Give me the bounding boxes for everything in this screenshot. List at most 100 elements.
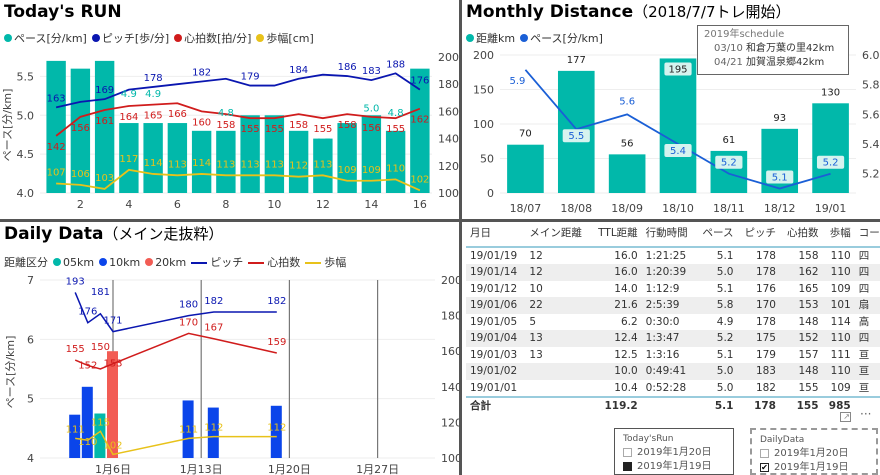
table-row[interactable]: 19/01/03 13 12.5 1:3:16 5.1 179 157 111 亘 xyxy=(466,347,880,364)
pace-bar xyxy=(119,123,139,193)
table-cell: 10 xyxy=(529,282,543,295)
table-row[interactable]: 19/01/12 10 14.0 1:12:9 5.1 176 165 109 四 xyxy=(466,281,880,298)
stride-data-label: 111 xyxy=(179,424,198,435)
pace-bar xyxy=(410,68,430,193)
table-cell: 12.5 xyxy=(614,348,638,361)
y-tick-label: 0 xyxy=(487,187,494,200)
pace-data-label: 4.9 xyxy=(145,89,161,100)
x-tick-label: 1月27日 xyxy=(356,463,399,475)
monthly-distance-chart: 0 50 100 150 200 5.2 5.4 5.6 5.8 6.0 70 177 56 195 61 9… xyxy=(473,49,880,215)
heart-data-label: 158 xyxy=(338,120,357,131)
stride-data-label: 102 xyxy=(410,174,429,185)
heart-line xyxy=(55,102,421,137)
heart-data-label: 167 xyxy=(204,323,223,334)
y2-tick-label: 5.6 xyxy=(862,108,880,121)
legend-pitch[interactable]: ピッチ xyxy=(191,254,243,270)
table-cell: 22 xyxy=(525,297,591,314)
table-row[interactable]: 19/01/05 5 6.2 0:30:0 4.9 178 148 114 高 xyxy=(466,314,880,331)
checkbox[interactable]: ✔ xyxy=(760,463,769,472)
table-cell: 5.2 xyxy=(695,330,738,347)
distance-data-label: 61 xyxy=(722,135,735,146)
heart-data-label: 162 xyxy=(410,115,429,126)
total-row[interactable]: 合計 119.2 5.1 178 155 985 xyxy=(466,395,880,415)
table-cell: 19/01/14 xyxy=(466,264,526,281)
y2-tick-label: 140 xyxy=(438,133,459,146)
table-row[interactable]: 19/01/19 12 16.0 1:21:25 5.1 178 158 110 四 xyxy=(466,247,880,264)
stride-data-label: 113 xyxy=(313,159,332,170)
pitch-data-label: 183 xyxy=(362,66,381,77)
legend-pace[interactable]: ペース[分/km] xyxy=(4,30,87,46)
column-header[interactable]: ペース xyxy=(695,224,738,248)
table-cell: 175 xyxy=(737,330,780,347)
pace-data-label: 4.7 xyxy=(315,138,331,149)
slicer-item[interactable]: 2019年1月19日 xyxy=(623,460,725,473)
legend-05km[interactable]: 05km xyxy=(53,256,94,269)
legend-stride[interactable]: 歩幅[cm] xyxy=(256,30,314,46)
x-tick-label: 12 xyxy=(316,198,330,211)
legend-pitch[interactable]: ピッチ[歩/分] xyxy=(91,30,169,46)
table-row[interactable]: 19/01/14 12 16.0 1:20:39 5.0 178 162 110 四 xyxy=(466,264,880,281)
legend-pace[interactable]: ペース[分/km] xyxy=(520,30,603,46)
pitch-data-label: 163 xyxy=(47,93,66,104)
column-header[interactable]: TTL距離 xyxy=(590,224,642,248)
pitch-data-label: 181 xyxy=(91,287,110,298)
legend-distance[interactable]: 距離km xyxy=(466,30,515,46)
stride-data-label: 113 xyxy=(265,159,284,170)
legend-stride[interactable]: 歩幅 xyxy=(305,254,346,270)
checkbox[interactable] xyxy=(760,449,769,458)
y-tick-label: 100 xyxy=(473,118,494,131)
table-cell: 10.4 xyxy=(614,381,638,394)
legend-heart[interactable]: 心拍数 xyxy=(248,254,300,270)
table-row[interactable]: 19/01/04 13 12.4 1:3:47 5.2 175 152 110 四 xyxy=(466,330,880,347)
stride-data-label: 110 xyxy=(78,437,97,448)
table-cell: 183 xyxy=(737,363,780,380)
table-row[interactable]: 19/01/06 22 21.6 2:5:39 5.8 170 153 101 扇 xyxy=(466,297,880,314)
table-cell: 158 xyxy=(798,250,819,262)
y-axis-title: ペース[分/km] xyxy=(1,89,14,162)
pitch-data-label: 193 xyxy=(66,276,85,287)
more-options-icon[interactable]: ··· xyxy=(860,407,872,421)
table-cell: 114 xyxy=(830,315,851,328)
legend-10km[interactable]: 10km xyxy=(99,256,140,269)
column-header[interactable]: 月日 xyxy=(466,224,526,248)
daily-data-panel: Daily Data（メイン走抜粋） 距離区分 05km 10km 20km ピ… xyxy=(0,222,459,475)
table-row[interactable]: 19/01/01 10.4 0:52:28 5.0 182 155 109 亘 xyxy=(466,380,880,397)
slicer-item[interactable]: ✔ 2019年1月19日 xyxy=(760,462,849,473)
table-cell: 高 xyxy=(858,315,870,328)
slicer-item[interactable]: 2019年1月20日 xyxy=(760,447,868,460)
column-header[interactable]: メイン距離 xyxy=(525,224,591,248)
distance-data-label-bg xyxy=(664,62,692,76)
legend-heart[interactable]: 心拍数[拍/分] xyxy=(174,30,251,46)
table-cell: 148 xyxy=(798,315,819,328)
table-cell: 扇 xyxy=(854,297,880,314)
column-header[interactable]: コー xyxy=(854,224,880,248)
pace-bar xyxy=(288,130,309,193)
column-header[interactable]: 心拍数 xyxy=(779,224,823,248)
table-cell: 5.1 xyxy=(716,250,734,262)
focus-mode-icon[interactable]: ↗ xyxy=(840,412,851,422)
stride-data-label: 112 xyxy=(289,161,308,172)
pace-bar xyxy=(182,400,194,458)
x-tick-label: 18/10 xyxy=(662,202,694,215)
x-tick-label: 10 xyxy=(267,198,281,211)
checkbox[interactable] xyxy=(623,462,632,471)
checkbox[interactable] xyxy=(623,448,632,457)
table-cell: 5 xyxy=(529,315,537,328)
column-header[interactable]: 行動時間 xyxy=(641,224,696,248)
table-cell: 5.0 xyxy=(695,264,738,281)
column-header[interactable]: 歩幅 xyxy=(822,224,855,248)
table-row[interactable]: 19/01/02 10.0 0:49:41 5.0 183 148 110 亘 xyxy=(466,363,880,380)
x-tick-label: 1月13日 xyxy=(180,463,223,475)
distance-bar xyxy=(812,103,849,193)
pace-bar xyxy=(337,123,357,193)
slicer-item[interactable]: 2019年1月20日 xyxy=(623,446,725,459)
pace-data-label: 5.2 xyxy=(823,158,839,169)
stride-data-label: 112 xyxy=(267,423,286,434)
stride-data-label: 110 xyxy=(386,163,405,174)
y-tick-label: 5 xyxy=(27,393,34,406)
x-tick-label: 14 xyxy=(364,198,378,211)
column-header[interactable]: ピッチ xyxy=(737,224,780,248)
legend-20km[interactable]: 20km xyxy=(145,256,186,269)
pace-bar xyxy=(264,115,285,193)
y2-tick-label: 200 xyxy=(438,51,459,64)
